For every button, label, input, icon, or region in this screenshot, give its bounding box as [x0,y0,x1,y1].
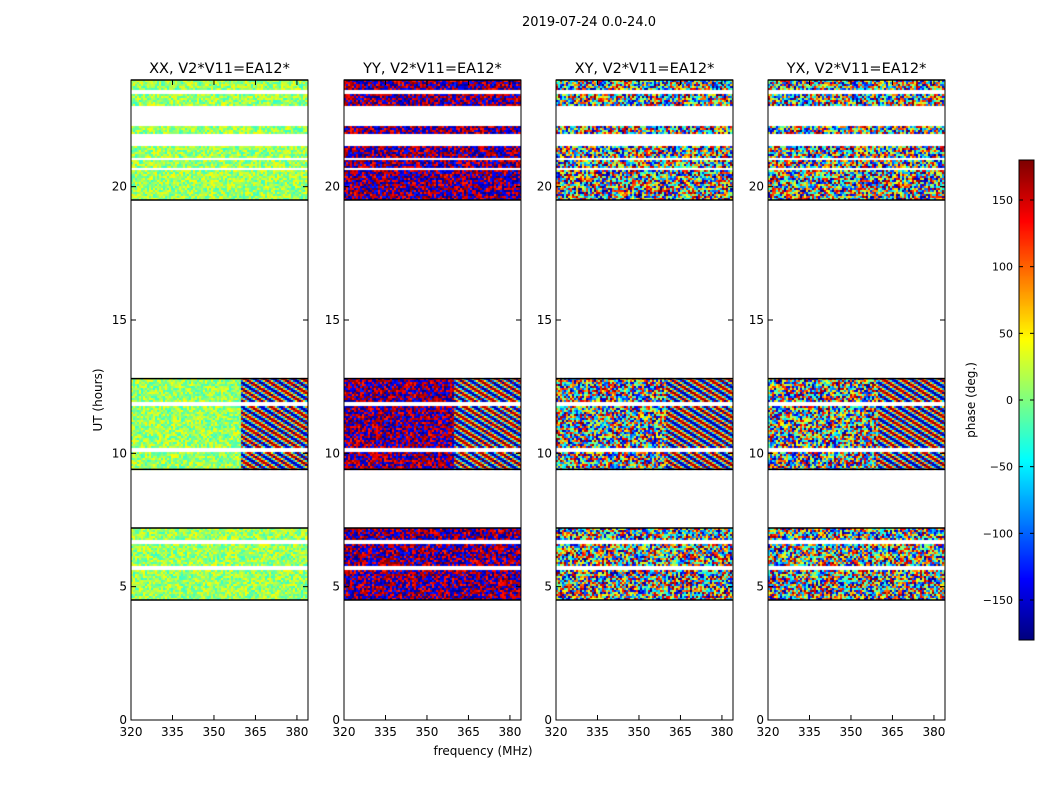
y-axis-label: UT (hours) [91,368,105,431]
panel-3: XY, V2*V11=EA12* 320 335 350 365 380 0 5 10 15 20 [537,61,734,739]
x-tick-label: 350 [840,725,863,739]
y-tick-label: 20 [325,180,340,194]
y-tick-label: 15 [537,313,552,327]
x-axis-label: frequency (MHz) [433,744,532,758]
y-tick-label: 10 [325,446,340,460]
colorbar-tick-label: −150 [983,594,1013,607]
y-tick-label: 20 [112,180,127,194]
y-tick-label: 5 [756,580,764,594]
y-tick-label: 0 [119,713,127,727]
axes-frame [343,79,522,721]
x-tick-label: 365 [457,725,480,739]
y-tick-label: 20 [537,180,552,194]
x-tick-label: 365 [881,725,904,739]
x-tick-label: 380 [710,725,733,739]
y-tick-label: 15 [325,313,340,327]
colorbar-tick-label: 100 [992,261,1013,274]
colorbar-tick-label: 0 [1006,394,1013,407]
colorbar-gradient [1019,160,1034,640]
x-tick-label: 320 [757,725,780,739]
y-tick-label: 0 [756,713,764,727]
x-tick-label: 335 [798,725,821,739]
x-tick-label: 380 [285,725,308,739]
y-tick-label: 5 [544,580,552,594]
colorbar-tick-label: −100 [983,527,1013,540]
y-tick-label: 0 [332,713,340,727]
suptitle: 2019-07-24 0.0-24.0 [522,15,656,30]
x-tick-label: 335 [374,725,397,739]
phase-heatmap-image [556,80,733,720]
axes-frame [130,79,309,721]
y-tick-label: 10 [537,446,552,460]
y-tick-label: 10 [749,446,764,460]
y-tick-label: 20 [749,180,764,194]
x-tick-label: 335 [586,725,609,739]
colorbar-label: phase (deg.) [964,362,978,438]
x-tick-label: 335 [161,725,184,739]
panels: XX, V2*V11=EA12*320 335 350 365 38005101520Y… [112,61,946,739]
y-tick-label: 5 [119,580,127,594]
phase-heatmap-image [344,80,521,720]
panel-title: XY, V2*V11=EA12* [575,61,715,77]
x-tick-label: 380 [498,725,521,739]
panel-4: YX, V2*V11=EA12* 320 335 350 365 380 0 5 10 15 20 [749,61,946,739]
colorbar-tick-label: 50 [999,327,1013,340]
x-tick-label: 380 [922,725,945,739]
x-tick-label: 350 [416,725,439,739]
y-tick-label: 15 [749,313,764,327]
panel-title: YY, V2*V11=EA12* [362,61,502,77]
panel-title: XX, V2*V11=EA12* [149,61,290,77]
y-tick-label: 5 [332,580,340,594]
colorbar-tick-label: 150 [992,194,1013,207]
x-tick-label: 320 [545,725,568,739]
x-tick-label: 350 [203,725,226,739]
panel-1: XX, V2*V11=EA12* 320 335 350 365 380 0 5 10 15 20 [112,61,309,739]
colorbar-tick-label: −50 [990,461,1013,474]
panel-title: YX, V2*V11=EA12* [786,61,927,77]
colorbar: −150 −100 −50 0 50 100 150 [983,159,1035,641]
y-tick-label: 15 [112,313,127,327]
x-tick-label: 365 [669,725,692,739]
x-tick-label: 350 [628,725,651,739]
phase-heatmap-image [768,80,945,720]
axes-frame [555,79,734,721]
x-tick-label: 320 [333,725,356,739]
axes-frame [767,79,946,721]
panel-2: YY, V2*V11=EA12* 320 335 350 365 380 0 5 10 15 20 [325,61,522,739]
y-tick-label: 0 [544,713,552,727]
y-tick-label: 10 [112,446,127,460]
x-tick-label: 320 [120,725,143,739]
x-tick-label: 365 [244,725,267,739]
phase-heatmap-image [131,80,308,720]
